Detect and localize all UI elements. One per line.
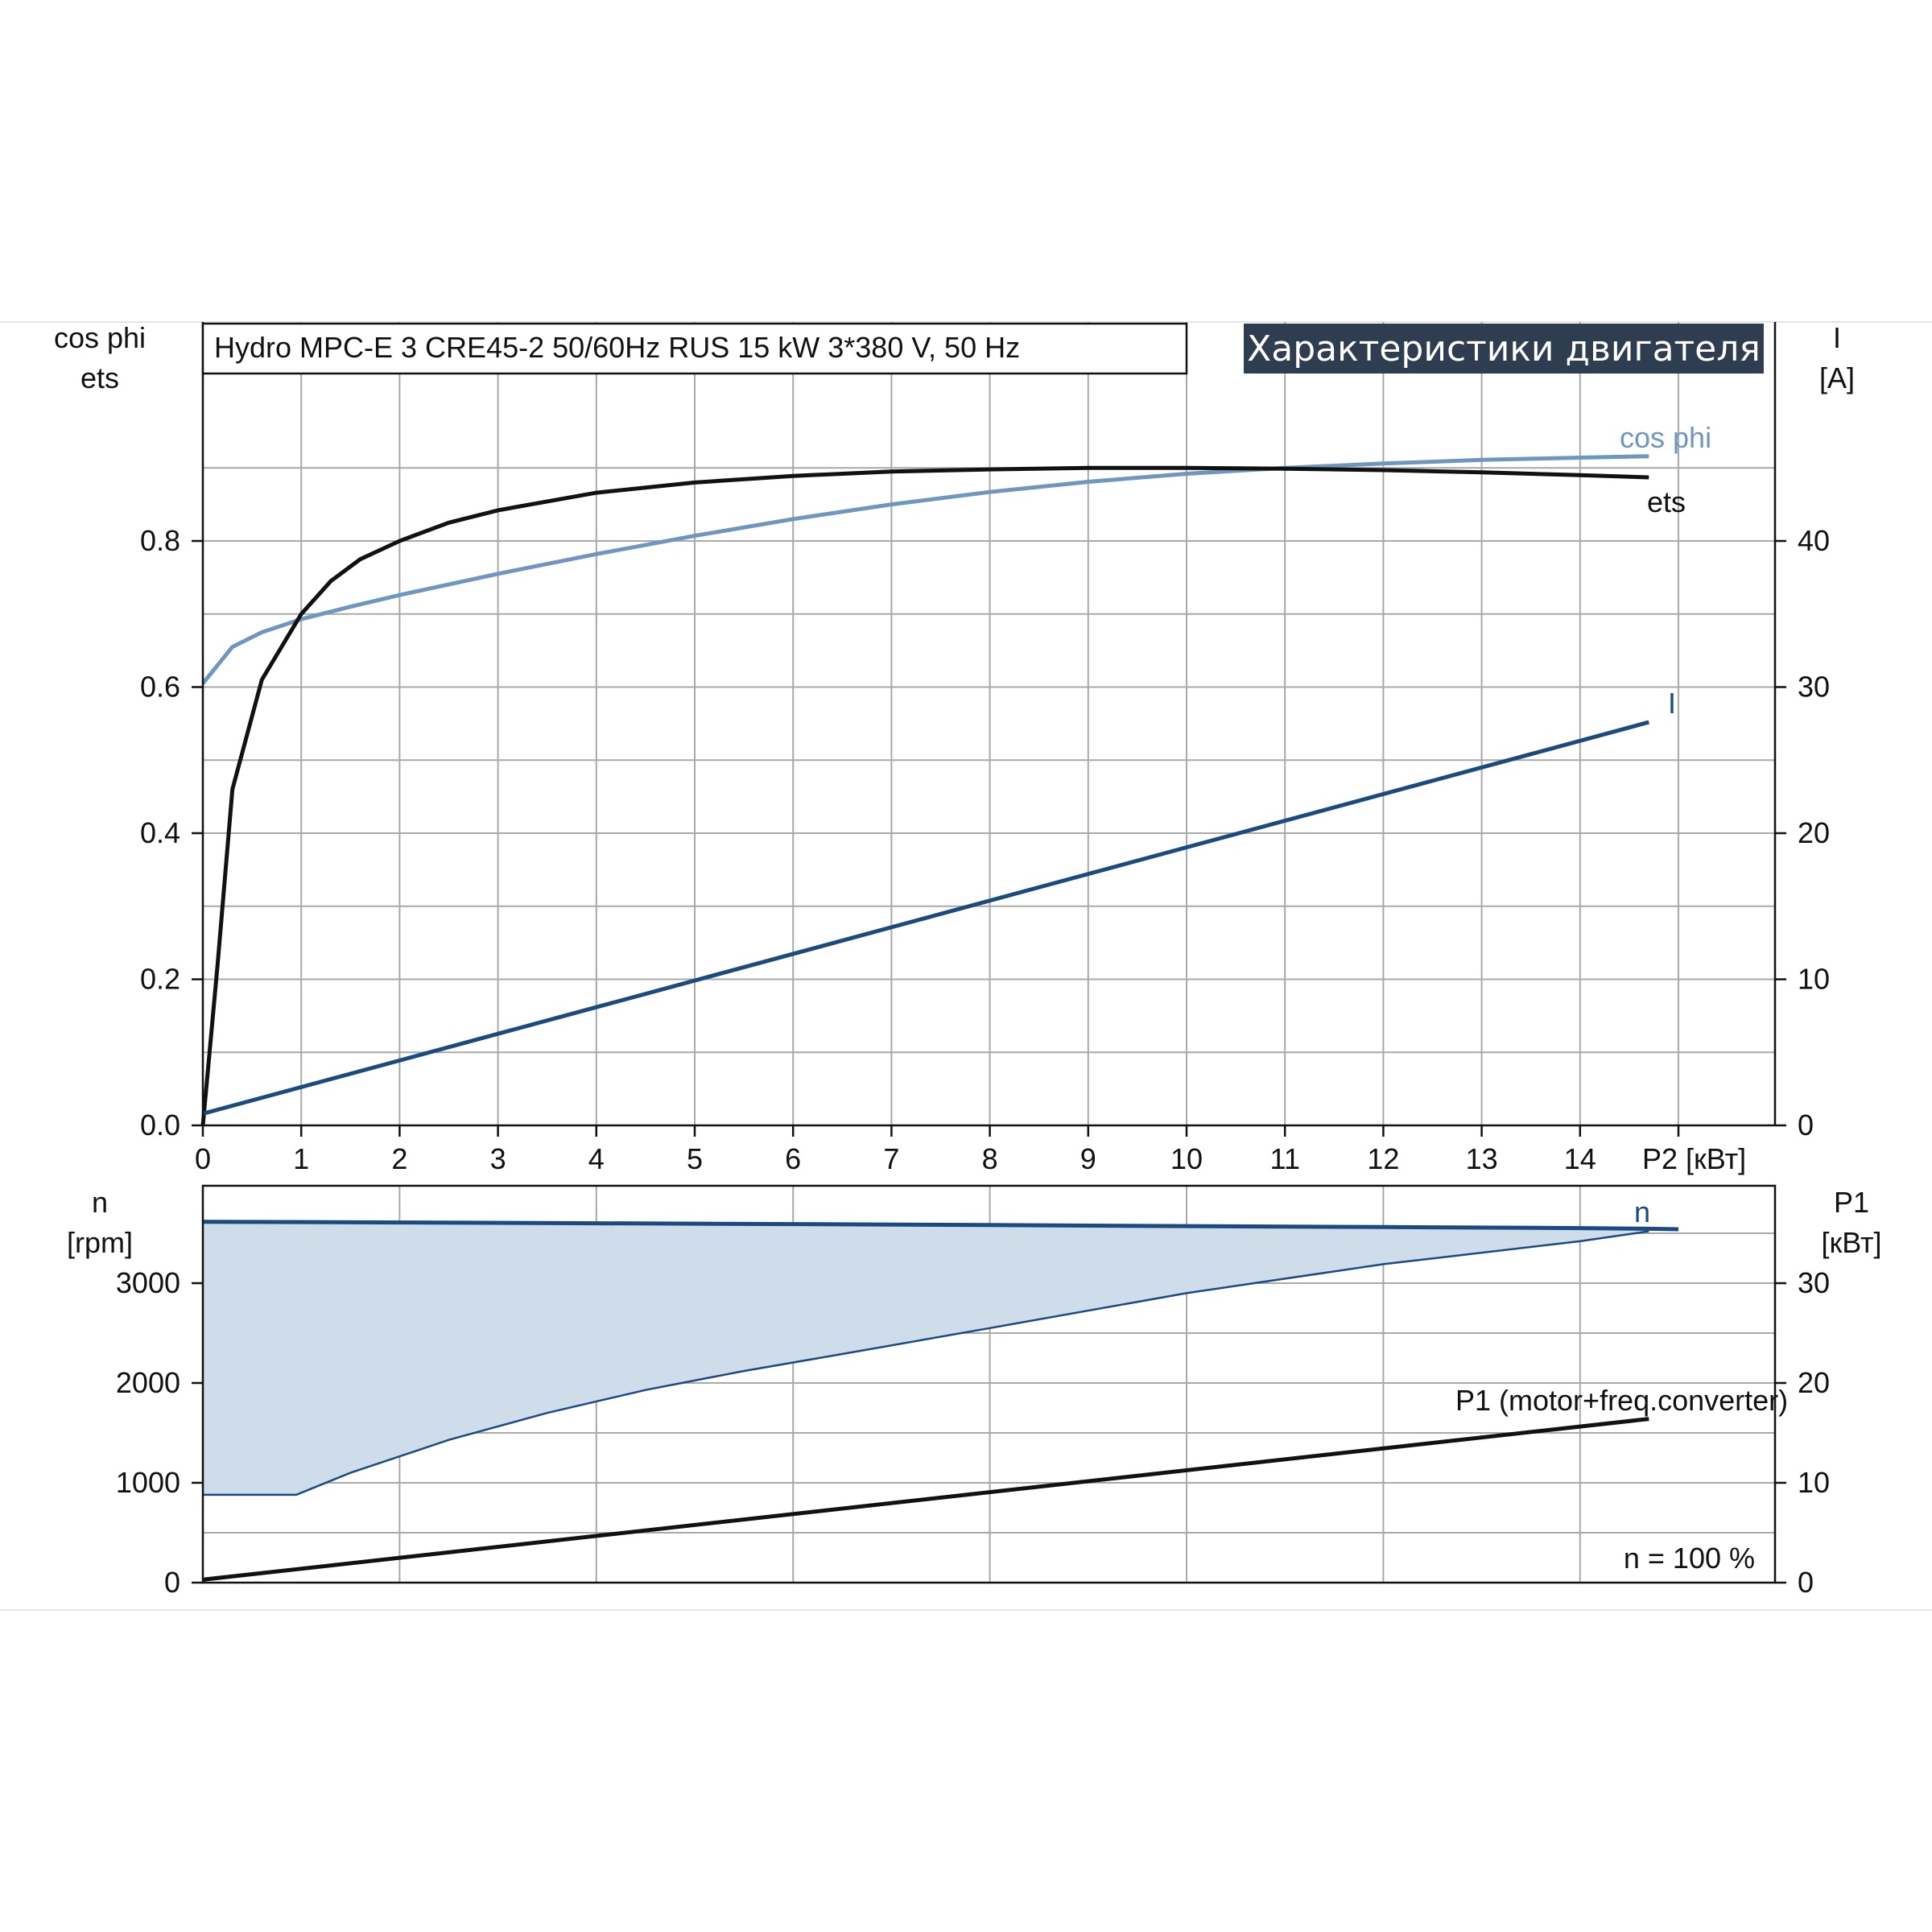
right-axis-title-unit: [A] (1819, 361, 1855, 394)
x-tick-label: 8 (982, 1142, 998, 1175)
bottom-left-tick-label: 0 (164, 1566, 180, 1599)
bottom-left-tick-label: 2000 (116, 1366, 180, 1399)
speed-series-label: n (1634, 1195, 1650, 1228)
speed-range-area (203, 1221, 1649, 1495)
x-tick-label: 6 (785, 1142, 801, 1175)
left-axis-title-cos-phi: cos phi (54, 321, 146, 354)
left-axis-title-ets: ets (80, 361, 119, 394)
top-right-tick-label: 20 (1798, 816, 1830, 849)
right-axis-title-current: I (1833, 321, 1841, 354)
title-box (201, 322, 1188, 375)
ets-series-label: ets (1647, 485, 1686, 518)
series-layer (200, 454, 1679, 1582)
top-right-tick-label: 0 (1798, 1108, 1814, 1141)
top-right-tick-label: 30 (1798, 671, 1830, 704)
current-series-label: I (1668, 687, 1676, 720)
bottom-left-tick-label: 3000 (116, 1266, 180, 1299)
bottom-left-axis-title-unit: [rpm] (67, 1226, 133, 1259)
bottom-right-axis-title-unit: [кВт] (1821, 1226, 1881, 1259)
top-right-tick-label: 40 (1798, 524, 1830, 557)
top-left-tick-label: 0.4 (140, 816, 180, 849)
axes-layer (192, 322, 1786, 1584)
x-tick-label: 2 (391, 1142, 407, 1175)
bottom-right-tick-label: 20 (1798, 1366, 1830, 1399)
bottom-left-axis-title-n: n (92, 1186, 108, 1219)
x-tick-label: 7 (883, 1142, 899, 1175)
x-axis-label: P2 [кВт] (1642, 1142, 1746, 1175)
p1-curve (202, 1417, 1649, 1582)
top-left-tick-label: 0.0 (140, 1108, 180, 1141)
chart-title: Hydro MPC-E 3 CRE45-2 50/60Hz RUS 15 kW … (214, 331, 1020, 364)
x-tick-label: 1 (293, 1142, 309, 1175)
top-left-tick-label: 0.8 (140, 524, 180, 557)
bottom-panel-frame (201, 1184, 1777, 1584)
top-right-tick-label: 10 (1798, 963, 1830, 996)
x-tick-label: 11 (1270, 1142, 1300, 1175)
speed-curve (202, 1220, 1679, 1232)
bottom-left-tick-label: 1000 (116, 1466, 180, 1499)
section-badge-label: Характеристики двигателя (1247, 328, 1761, 369)
ets-curve (200, 465, 1649, 1126)
top-left-tick-label: 0.6 (140, 671, 180, 704)
x-tick-label: 13 (1466, 1142, 1498, 1175)
x-tick-label: 4 (588, 1142, 605, 1175)
cos-phi-series-label: cos phi (1620, 421, 1711, 454)
background-layer (0, 321, 1932, 1611)
bottom-right-tick-label: 0 (1798, 1566, 1814, 1599)
speed-annotation: n = 100 % (1624, 1542, 1755, 1575)
p1-series-label: P1 (motor+freq.converter) (1455, 1384, 1788, 1417)
x-tick-label: 3 (490, 1142, 506, 1175)
bottom-right-tick-label: 30 (1798, 1266, 1830, 1299)
x-tick-label: 0 (195, 1142, 211, 1175)
bottom-right-tick-label: 10 (1798, 1466, 1830, 1499)
x-tick-label: 9 (1080, 1142, 1096, 1175)
x-tick-label: 14 (1564, 1142, 1596, 1175)
x-tick-label: 10 (1170, 1142, 1203, 1175)
x-tick-label: 12 (1367, 1142, 1399, 1175)
cos-phi-curve (201, 454, 1649, 685)
x-tick-label: 5 (687, 1142, 703, 1175)
bottom-right-axis-title-p1: P1 (1834, 1186, 1869, 1219)
current-curve (202, 720, 1649, 1116)
section-badge (1244, 324, 1764, 374)
min-speed-curve (203, 1230, 1649, 1496)
top-left-tick-label: 0.2 (140, 963, 180, 996)
